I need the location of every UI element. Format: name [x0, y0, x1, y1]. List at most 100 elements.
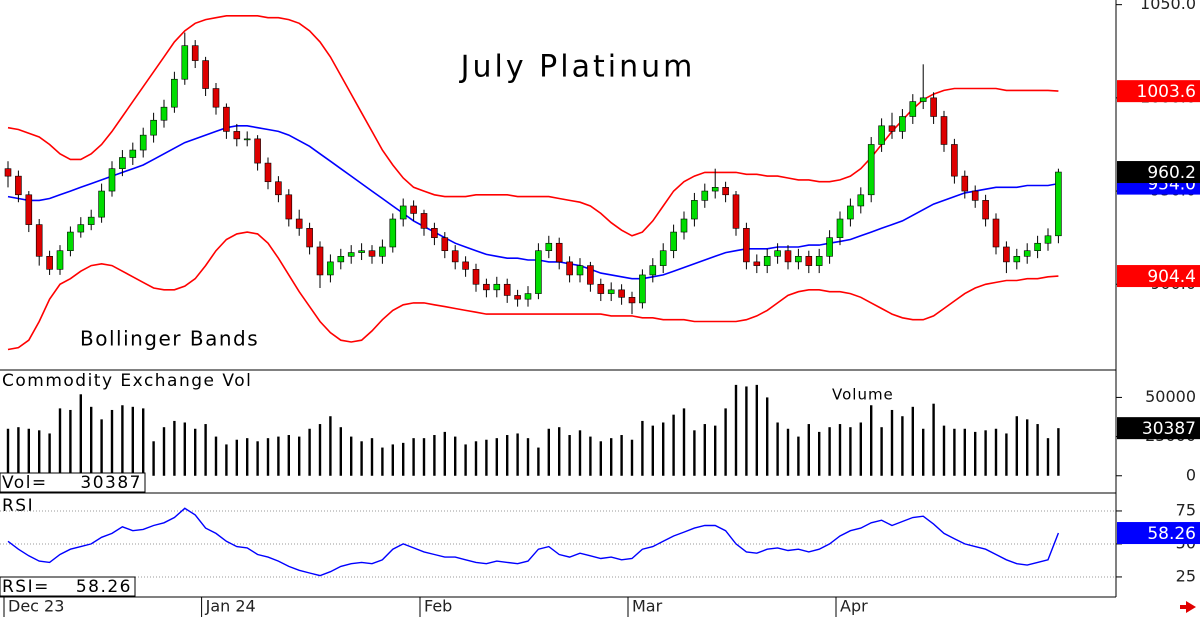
candle-body [961, 175, 969, 192]
volume-bar [194, 428, 197, 476]
candle-body [462, 261, 469, 270]
volume-bar [974, 431, 977, 476]
volume-bar [1046, 438, 1050, 476]
candle-body [337, 255, 345, 263]
candle-body [680, 218, 688, 233]
candle-body [847, 205, 854, 220]
last-rsi: 58.26 [1147, 524, 1196, 544]
volume-bar [724, 408, 727, 476]
candle-body [191, 45, 199, 61]
candle-body [171, 78, 178, 108]
volume-bar [568, 435, 571, 476]
candle-body [327, 261, 334, 276]
candle-body [181, 45, 189, 80]
candle-body [867, 144, 875, 196]
volume-bar [370, 438, 374, 476]
volume-bar [537, 447, 540, 476]
candle-body [607, 289, 615, 294]
volume-bar [599, 441, 602, 476]
volume-bar [630, 439, 634, 476]
volume-bar [443, 431, 446, 476]
volume-bar [6, 428, 10, 476]
volume-bar [173, 420, 176, 476]
candle-body [254, 138, 261, 164]
volume-bar [183, 422, 186, 476]
volume-bar [131, 406, 134, 476]
y-tick-label: 25 [1176, 566, 1196, 585]
volume-bar [90, 406, 93, 476]
candle-body [98, 190, 105, 218]
band-line [7, 125, 1059, 280]
volume-bar [454, 436, 457, 476]
candle-body [1013, 255, 1021, 263]
last-volume-box [1117, 417, 1200, 440]
candle-body [119, 157, 126, 169]
band-line [7, 231, 1059, 351]
rsi-line [7, 507, 1060, 577]
candle-body [888, 125, 896, 132]
candle-body [743, 228, 750, 263]
readout-label: Vol= [2, 473, 48, 493]
volume-bar [620, 435, 623, 476]
candle-body [815, 255, 823, 266]
candle-body [233, 131, 241, 140]
candle-body [836, 218, 844, 238]
volume-bar [901, 416, 904, 476]
volume-bar [464, 444, 467, 476]
volume-bar [100, 419, 103, 476]
volume-bar [412, 438, 415, 476]
candle-body [150, 119, 157, 136]
candle-body [639, 274, 646, 304]
volume-bar [797, 436, 800, 476]
candle-body [56, 250, 64, 270]
candle-body [659, 250, 667, 266]
volume-bar [360, 441, 363, 476]
candle-body [295, 218, 303, 229]
candle-body [67, 231, 74, 252]
candle-body [212, 88, 220, 108]
volume-bar [79, 394, 82, 476]
candle-body [930, 97, 937, 117]
panel-title: RSI [2, 496, 34, 516]
candle-body [857, 194, 865, 207]
volume-bar [266, 438, 270, 476]
volume-bar [474, 441, 478, 476]
candle-body [971, 190, 979, 201]
candle-body [410, 205, 417, 214]
candle-body [940, 116, 948, 145]
volume-bar [641, 420, 644, 476]
volume-bar [693, 430, 696, 476]
volume-bar [214, 436, 218, 476]
volume-bar [745, 386, 748, 476]
candle-body [805, 255, 813, 266]
candle-body [306, 228, 313, 248]
candle-body [431, 228, 438, 238]
volume-bar [235, 439, 238, 476]
volume-bar [703, 424, 706, 476]
volume-bar [516, 433, 519, 476]
candle-body [555, 242, 563, 263]
volume-bar [776, 422, 779, 476]
last-close-box [1117, 161, 1200, 184]
candle-body [576, 265, 584, 276]
candle-body [347, 252, 355, 257]
candle-body [701, 190, 709, 201]
volume-bar [350, 436, 353, 476]
candle-body [451, 250, 459, 263]
volume-bar [142, 408, 145, 476]
volume-bar [204, 424, 207, 476]
volume-bar [734, 384, 738, 476]
volume-bar [547, 428, 550, 476]
candle-body [878, 125, 885, 145]
last-close: 960.2 [1147, 163, 1196, 183]
candle-body [316, 246, 324, 276]
volume-bar [17, 427, 20, 476]
candle-body [1034, 242, 1041, 252]
candle-body [545, 242, 553, 252]
candle-body [763, 255, 771, 266]
candle-body [691, 200, 698, 220]
candle-body [15, 175, 22, 196]
chart-title: July Platinum [459, 50, 696, 85]
candle-body [618, 289, 625, 298]
